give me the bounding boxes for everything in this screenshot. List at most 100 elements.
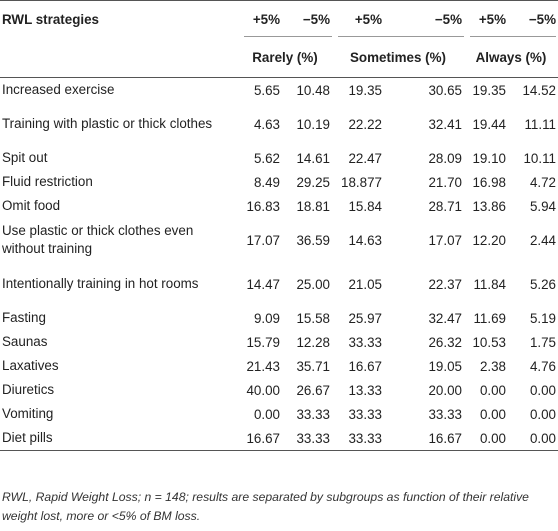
cell-value: 12.28 <box>296 334 330 350</box>
table-row: Fluid restriction 8.49 29.25 18.877 21.70 16.… <box>0 170 558 194</box>
cell-value: 15.84 <box>348 198 382 214</box>
rwl-strategies-table: RWL strategies +5% −5% +5% −5% +5% −5% R… <box>0 0 558 451</box>
cell-value: 16.98 <box>472 174 506 190</box>
cell-value: 5.62 <box>253 150 280 166</box>
cell-value: 32.41 <box>428 116 462 132</box>
cell-value: 14.61 <box>296 150 330 166</box>
cell-value: 13.33 <box>348 382 382 398</box>
table-row: Saunas 15.79 12.28 33.33 26.32 10.53 1.75 <box>0 330 558 354</box>
cell-value: 0.00 <box>479 382 506 398</box>
cell-value: 10.53 <box>472 334 506 350</box>
row-label: Saunas <box>2 334 48 349</box>
column-header-rarely-minus5: −5% <box>282 0 332 37</box>
cell-value: 36.59 <box>296 232 330 248</box>
cell-value: 0.00 <box>253 406 280 422</box>
cell-value: 22.37 <box>428 276 462 292</box>
cell-value: 28.71 <box>428 198 462 214</box>
cell-value: 21.70 <box>428 174 462 190</box>
cell-value: 30.65 <box>428 82 462 98</box>
group-header-sometimes: Sometimes (%) <box>332 37 464 78</box>
table-row: Laxatives 21.43 35.71 16.67 19.05 2.38 4.76 <box>0 354 558 378</box>
cell-value: 33.33 <box>348 334 382 350</box>
cell-value: 33.33 <box>348 406 382 422</box>
cell-value: 33.33 <box>282 426 332 451</box>
group-header-always: Always (%) <box>464 37 558 78</box>
cell-value: 5.94 <box>529 198 556 214</box>
table-row: Use plastic or thick clothes even withou… <box>0 218 558 262</box>
group-rule-rarely <box>244 36 332 37</box>
cell-value: 8.49 <box>253 174 280 190</box>
table-row: Diuretics 40.00 26.67 13.33 20.00 0.00 0.00 <box>0 378 558 402</box>
table-row: Omit food 16.83 18.81 15.84 28.71 13.86 5.94 <box>0 194 558 218</box>
cell-value: 4.76 <box>529 358 556 374</box>
row-label: Vomiting <box>2 406 54 421</box>
cell-value: 5.26 <box>529 276 556 292</box>
cell-value: 16.83 <box>246 198 280 214</box>
cell-value: 35.71 <box>296 358 330 374</box>
cell-value: 18.877 <box>341 174 382 190</box>
row-label: Spit out <box>2 150 48 165</box>
cell-value: 1.75 <box>529 334 556 350</box>
table-row: Diet pills 16.67 33.33 33.33 16.67 0.00 0.00 <box>0 426 558 451</box>
column-header-strategy: RWL strategies <box>0 0 238 37</box>
cell-value: 33.33 <box>332 426 384 451</box>
row-label: Training with plastic or thick clothes <box>2 116 213 131</box>
cell-value: 22.22 <box>348 116 382 132</box>
cell-value: 0.00 <box>529 406 556 422</box>
table-row: Vomiting 0.00 33.33 33.33 33.33 0.00 0.00 <box>0 402 558 426</box>
cell-value: 17.07 <box>428 232 462 248</box>
cell-value: 40.00 <box>246 382 280 398</box>
row-label: Fasting <box>2 310 46 325</box>
cell-value: 19.35 <box>472 82 506 98</box>
table-row: Increased exercise 5.65 10.48 19.35 30.65 19.… <box>0 78 558 103</box>
cell-value: 19.10 <box>472 150 506 166</box>
cell-value: 33.33 <box>428 406 462 422</box>
cell-value: 26.67 <box>296 382 330 398</box>
cell-value: 17.07 <box>246 232 280 248</box>
cell-value: 0.00 <box>529 382 556 398</box>
cell-value: 22.47 <box>348 150 382 166</box>
table-row: Intentionally training in hot rooms 14.47… <box>0 262 558 306</box>
cell-value: 11.11 <box>524 116 556 132</box>
column-header-always-minus5: −5% <box>508 0 558 37</box>
row-label: Fluid restriction <box>2 174 93 189</box>
header-spacer <box>0 37 238 78</box>
row-label: Intentionally training in hot rooms <box>2 276 199 291</box>
cell-value: 11.69 <box>473 310 506 326</box>
cell-value: 20.00 <box>428 382 462 398</box>
cell-value: 32.47 <box>428 310 462 326</box>
header-row-groups: Rarely (%) Sometimes (%) Always (%) <box>0 37 558 78</box>
cell-value: 0.00 <box>479 406 506 422</box>
cell-value: 10.48 <box>296 82 330 98</box>
cell-value: 14.52 <box>522 82 556 98</box>
cell-value: 0.00 <box>508 426 558 451</box>
table-row: Spit out 5.62 14.61 22.47 28.09 19.10 10.11 <box>0 146 558 170</box>
cell-value: 15.79 <box>246 334 280 350</box>
row-label: Use plastic or thick clothes even withou… <box>2 223 194 256</box>
cell-value: 15.58 <box>296 310 330 326</box>
group-header-rarely: Rarely (%) <box>238 37 332 78</box>
cell-value: 19.44 <box>472 116 506 132</box>
cell-value: 0.00 <box>464 426 508 451</box>
table-row: Fasting 9.09 15.58 25.97 32.47 11.69 5.19 <box>0 306 558 330</box>
cell-value: 19.05 <box>428 358 462 374</box>
cell-value: 10.19 <box>296 116 330 132</box>
cell-value: 12.20 <box>472 232 506 248</box>
cell-value: 26.32 <box>428 334 462 350</box>
table-row: Training with plastic or thick clothes 4.… <box>0 102 558 146</box>
cell-value: 10.11 <box>523 150 556 166</box>
cell-value: 5.65 <box>253 82 280 98</box>
row-label: Diuretics <box>2 382 55 397</box>
cell-value: 13.86 <box>472 198 506 214</box>
header-row-percent: RWL strategies +5% −5% +5% −5% +5% −5% <box>0 0 558 37</box>
column-header-always-plus5: +5% <box>464 0 508 37</box>
cell-value: 18.81 <box>296 198 330 214</box>
cell-value: 28.09 <box>428 150 462 166</box>
table-body: Increased exercise 5.65 10.48 19.35 30.65 19.… <box>0 78 558 451</box>
cell-value: 33.33 <box>296 406 330 422</box>
group-rule-always <box>470 36 556 37</box>
cell-value: 9.09 <box>253 310 280 326</box>
cell-value: 25.00 <box>296 276 330 292</box>
cell-value: 25.97 <box>348 310 382 326</box>
